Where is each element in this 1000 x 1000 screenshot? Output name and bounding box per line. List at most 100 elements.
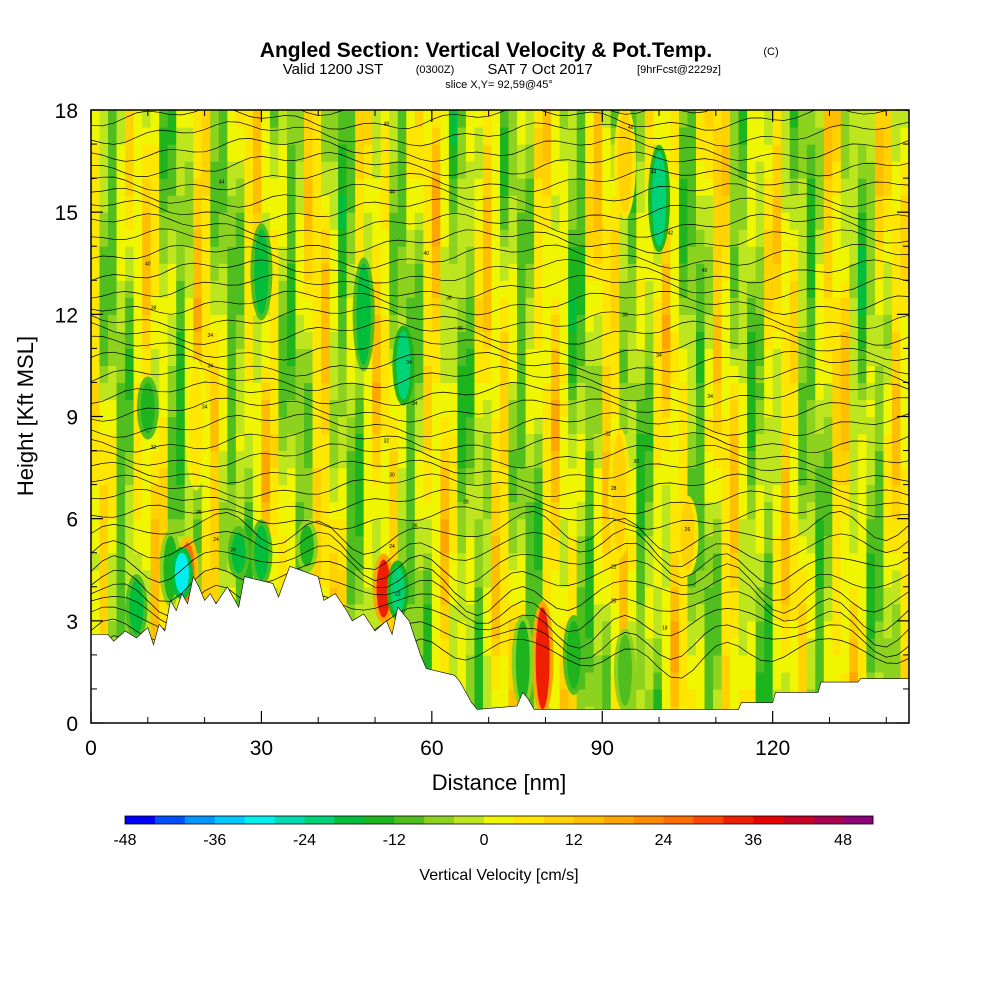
- velocity-cell: [866, 348, 876, 367]
- velocity-cell: [585, 637, 595, 656]
- velocity-cell: [585, 416, 595, 435]
- velocity-cell: [91, 467, 101, 486]
- velocity-cell: [900, 178, 909, 196]
- velocity-cell: [380, 399, 390, 418]
- velocity-cell: [534, 552, 544, 571]
- colorbar-swatch: [513, 816, 545, 824]
- colorbar-swatch: [603, 816, 634, 824]
- velocity-cell: [644, 552, 654, 571]
- velocity-cell: [210, 314, 220, 332]
- velocity-cell: [764, 314, 774, 332]
- velocity-cell: [602, 654, 612, 673]
- velocity-cell: [704, 586, 714, 605]
- velocity-cell: [525, 603, 535, 622]
- velocity-cell: [815, 535, 825, 554]
- velocity-cell: [491, 314, 501, 332]
- isentrope-label: 44: [219, 180, 225, 186]
- colorbar-swatch: [753, 816, 784, 824]
- velocity-cell: [210, 586, 220, 605]
- velocity-cell: [278, 416, 288, 435]
- velocity-cell: [755, 620, 765, 639]
- velocity-cell: [235, 331, 245, 349]
- velocity-cell: [653, 399, 663, 418]
- velocity-cell: [338, 229, 348, 247]
- velocity-core: [299, 525, 314, 567]
- velocity-cell: [815, 331, 825, 349]
- velocity-cell: [772, 212, 782, 230]
- velocity-cell: [389, 161, 399, 179]
- velocity-cell: [244, 484, 254, 503]
- velocity-cell: [857, 552, 867, 571]
- velocity-cell: [559, 246, 569, 264]
- velocity-cell: [465, 433, 476, 452]
- velocity-cell: [167, 229, 177, 247]
- velocity-cell: [764, 433, 774, 452]
- velocity-cell: [806, 637, 816, 656]
- velocity-cell: [900, 263, 909, 281]
- velocity-cell: [295, 433, 305, 452]
- velocity-cell: [133, 297, 143, 315]
- velocity-cell: [227, 280, 237, 298]
- isentrope-line: [91, 274, 909, 300]
- velocity-cell: [849, 195, 859, 213]
- velocity-cell: [610, 263, 620, 281]
- velocity-cell: [108, 263, 118, 281]
- velocity-cell: [815, 348, 825, 367]
- velocity-cell: [670, 467, 680, 486]
- velocity-cell: [150, 586, 160, 605]
- velocity-cell: [448, 161, 458, 179]
- velocity-cell: [142, 569, 152, 588]
- velocity-cell: [576, 127, 586, 145]
- velocity-cell: [116, 552, 126, 571]
- velocity-cell: [670, 365, 680, 384]
- isentrope-label: 18: [662, 626, 668, 632]
- velocity-cell: [508, 229, 518, 247]
- velocity-cell: [295, 450, 305, 469]
- velocity-cell: [423, 263, 433, 281]
- velocity-cell: [286, 433, 297, 452]
- velocity-cell: [269, 263, 280, 281]
- velocity-cell: [815, 399, 825, 418]
- velocity-cell: [227, 382, 237, 401]
- velocity-cell: [815, 127, 825, 145]
- velocity-cell: [363, 467, 373, 486]
- velocity-cell: [815, 433, 825, 452]
- velocity-cell: [627, 552, 637, 571]
- velocity-cell: [891, 416, 902, 435]
- velocity-cell: [414, 433, 424, 452]
- velocity-cell: [210, 110, 220, 128]
- colorbar-swatch: [693, 816, 724, 824]
- velocity-cell: [764, 348, 774, 367]
- velocity-cell: [738, 246, 748, 264]
- velocity-cell: [457, 178, 467, 196]
- velocity-cell: [380, 127, 390, 145]
- velocity-cell: [627, 569, 637, 588]
- velocity-cell: [252, 399, 263, 418]
- velocity-cell: [772, 280, 782, 298]
- velocity-cell: [891, 212, 902, 230]
- velocity-cell: [457, 654, 467, 673]
- velocity-cell: [91, 178, 101, 196]
- velocity-cell: [133, 348, 143, 367]
- velocity-cell: [142, 195, 152, 213]
- velocity-cell: [687, 127, 697, 145]
- velocity-cell: [159, 110, 169, 128]
- velocity-cell: [150, 297, 160, 315]
- velocity-cell: [91, 365, 101, 384]
- velocity-cell: [823, 433, 833, 452]
- velocity-cell: [482, 637, 493, 656]
- velocity-cell: [678, 399, 689, 418]
- velocity-cell: [687, 195, 697, 213]
- chart-title: Angled Section: Vertical Velocity & Pot.…: [260, 39, 712, 62]
- velocity-cell: [883, 314, 893, 332]
- velocity-cell: [210, 331, 220, 349]
- velocity-cell: [704, 671, 714, 690]
- velocity-cell: [730, 348, 740, 367]
- velocity-cell: [738, 229, 748, 247]
- velocity-cell: [517, 518, 527, 537]
- velocity-cell: [661, 314, 672, 332]
- velocity-cell: [593, 518, 603, 537]
- velocity-cell: [832, 552, 842, 571]
- velocity-cell: [644, 144, 654, 162]
- velocity-cell: [627, 433, 637, 452]
